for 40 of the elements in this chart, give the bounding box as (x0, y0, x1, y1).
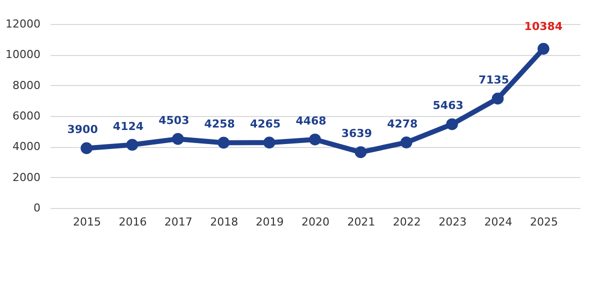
y-tick-label: 4000 (12, 140, 40, 154)
x-tick-label: 2018 (210, 216, 238, 228)
point (538, 42, 550, 55)
data-label: 4278 (387, 117, 418, 130)
data-label: 3900 (67, 123, 98, 136)
point (263, 136, 276, 149)
y-tick-label: 10000 (6, 48, 40, 62)
point (446, 118, 458, 130)
data-label: 4265 (250, 118, 281, 131)
data-label: 4258 (204, 118, 235, 131)
point (309, 134, 321, 146)
point (492, 92, 504, 104)
data-label: 4468 (296, 114, 326, 128)
x-tick-label: 2021 (347, 216, 376, 228)
data-label: 5463 (432, 99, 464, 112)
point (80, 142, 92, 154)
x-tick-label: 2024 (484, 216, 512, 228)
x-tick-label: 2017 (164, 216, 192, 228)
x-tick-label: 2025 (530, 216, 558, 228)
data-label: 3639 (341, 127, 372, 140)
point (218, 136, 230, 149)
point (354, 146, 367, 158)
x-tick-label: 2020 (302, 216, 330, 228)
x-tick-label: 2019 (256, 216, 284, 228)
annotation: 10384 (524, 20, 563, 33)
data-label: 4503 (158, 114, 190, 127)
point (126, 138, 138, 151)
y-tick-label: 12000 (6, 18, 40, 30)
x-tick-label: 2023 (438, 216, 467, 228)
x-tick-label: 2016 (118, 216, 147, 228)
point (172, 133, 184, 145)
y-tick-label: 8000 (12, 78, 40, 92)
x-tick-label: 2022 (392, 216, 421, 228)
y-tick-label: 0 (34, 202, 40, 214)
x-tick-label: 2015 (73, 216, 102, 228)
data-label: 7135 (478, 74, 510, 87)
y-tick-label: 6000 (12, 110, 40, 122)
point (400, 136, 412, 148)
y-tick-label: 2000 (12, 170, 40, 184)
data-label: 4124 (112, 120, 144, 133)
